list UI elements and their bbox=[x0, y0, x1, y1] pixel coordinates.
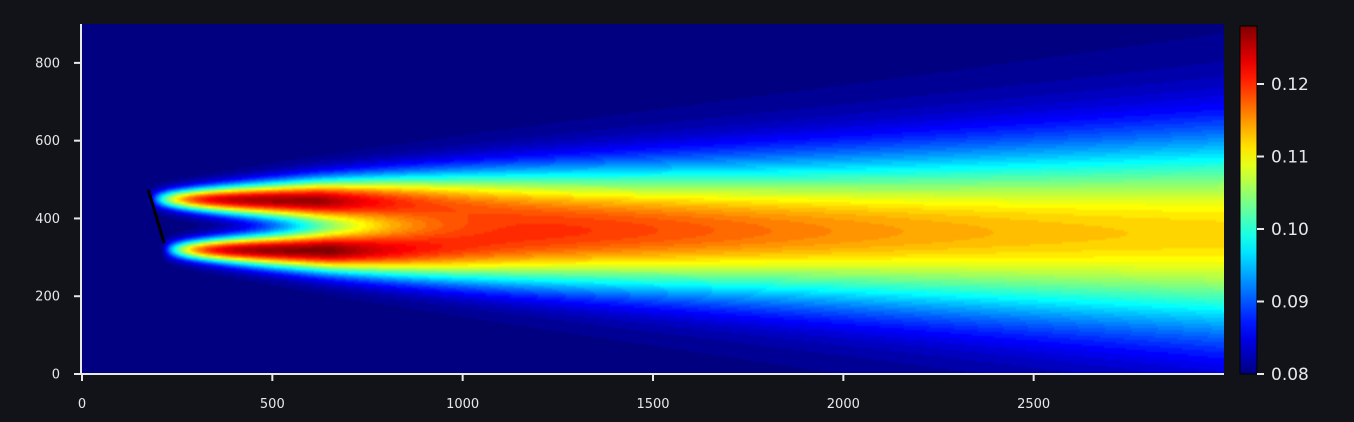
colorbar-ticks: 0.08 0.09 0.10 0.11 0.12 bbox=[1257, 75, 1309, 385]
x-tick-label: 500 bbox=[260, 397, 285, 412]
y-tick-label: 800 bbox=[35, 56, 60, 71]
y-axis-ticks: 0 200 400 600 800 bbox=[35, 56, 81, 383]
y-tick-label: 400 bbox=[35, 212, 60, 227]
x-tick-label: 2000 bbox=[827, 397, 860, 412]
x-tick-label: 2500 bbox=[1017, 397, 1050, 412]
colorbar-tick-label: 0.09 bbox=[1271, 293, 1309, 313]
x-tick-label: 0 bbox=[78, 397, 86, 412]
heatmap-image bbox=[82, 24, 1224, 374]
x-axis-ticks: 0 500 1000 1500 2000 2500 bbox=[78, 374, 1050, 412]
y-tick-label: 600 bbox=[35, 134, 60, 149]
y-tick-label: 0 bbox=[52, 368, 60, 383]
source-line bbox=[147, 189, 166, 244]
colorbar-tick-label: 0.08 bbox=[1271, 365, 1309, 385]
axes: 0 500 1000 1500 2000 2500 0 200 400 600 800 bbox=[35, 24, 1224, 412]
heatmap-plot bbox=[82, 24, 1224, 374]
y-tick-label: 200 bbox=[35, 290, 60, 305]
colorbar-gradient bbox=[1239, 25, 1258, 375]
colorbar-tick-label: 0.11 bbox=[1271, 148, 1309, 168]
colorbar-tick-label: 0.12 bbox=[1271, 75, 1309, 95]
colorbar: 0.08 0.09 0.10 0.11 0.12 bbox=[1239, 25, 1309, 385]
x-tick-label: 1500 bbox=[636, 397, 669, 412]
x-tick-label: 1000 bbox=[446, 397, 479, 412]
colorbar-tick-label: 0.10 bbox=[1271, 220, 1309, 240]
